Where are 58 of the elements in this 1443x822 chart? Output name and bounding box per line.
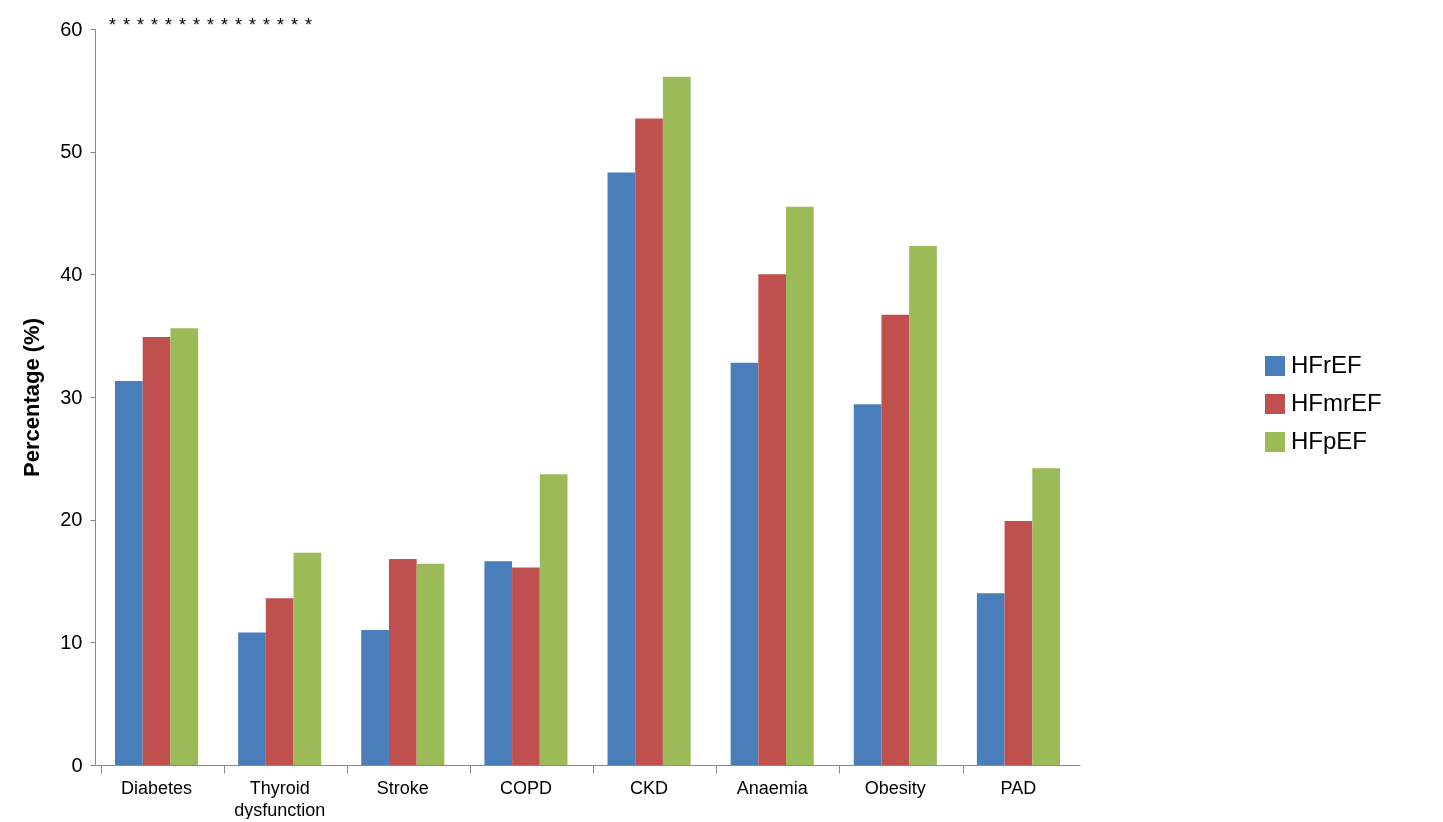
y-tick-label: 20 — [60, 508, 83, 531]
x-tick-label: Thyroid dysfunction — [234, 777, 326, 820]
y-tick-label: 10 — [60, 630, 83, 653]
x-tick-label: Stroke — [376, 777, 429, 798]
legend-label: HFrEF — [1291, 351, 1362, 378]
annotation: * — [277, 15, 285, 35]
bar — [416, 563, 445, 765]
bar — [786, 206, 814, 765]
legend-label: HFmrEF — [1291, 389, 1382, 416]
bar — [238, 632, 266, 765]
bar — [539, 474, 568, 765]
bar — [758, 274, 787, 765]
bar — [388, 558, 417, 765]
annotation: * — [179, 15, 187, 35]
y-tick-label: 50 — [60, 140, 83, 163]
annotation: * — [249, 15, 257, 35]
bar — [607, 172, 636, 765]
y-tick-label: 40 — [60, 262, 83, 285]
x-tick-label: Obesity — [864, 777, 926, 798]
bar — [662, 76, 691, 765]
annotation: * — [305, 15, 313, 35]
bar — [484, 561, 513, 765]
bar — [1032, 468, 1060, 765]
x-tick-label: COPD — [499, 777, 552, 798]
x-tick-label: Anaemia — [736, 777, 809, 798]
x-tick-label: PAD — [1000, 777, 1037, 798]
annotation: * — [221, 15, 229, 35]
bar — [265, 598, 294, 765]
annotation: * — [263, 15, 271, 35]
bar — [170, 328, 199, 765]
x-tick-label: CKD — [630, 777, 669, 798]
bar — [853, 404, 882, 765]
bar — [730, 362, 759, 765]
bar — [115, 381, 143, 765]
bar — [361, 630, 389, 765]
annotation: * — [193, 15, 201, 35]
annotation: * — [137, 15, 145, 35]
y-tick-label: 60 — [60, 17, 83, 40]
annotation: * — [151, 15, 159, 35]
y-axis-title: Percentage (%) — [19, 318, 45, 477]
annotation: * — [207, 15, 215, 35]
bar — [635, 118, 663, 765]
y-tick-label: 30 — [60, 385, 83, 408]
annotation: * — [235, 15, 243, 35]
annotation: * — [123, 15, 131, 35]
y-tick-label: 0 — [71, 753, 83, 776]
annotation: * — [109, 15, 117, 35]
bar — [909, 246, 937, 765]
annotation: * — [291, 15, 299, 35]
bar — [1004, 520, 1033, 765]
bar — [142, 336, 171, 765]
bar — [881, 314, 910, 765]
bar — [512, 567, 540, 765]
x-tick-label: Diabetes — [121, 777, 193, 798]
annotation: * — [165, 15, 173, 35]
bar — [976, 593, 1005, 765]
legend-label: HFpEF — [1291, 427, 1368, 454]
bar — [293, 552, 322, 765]
